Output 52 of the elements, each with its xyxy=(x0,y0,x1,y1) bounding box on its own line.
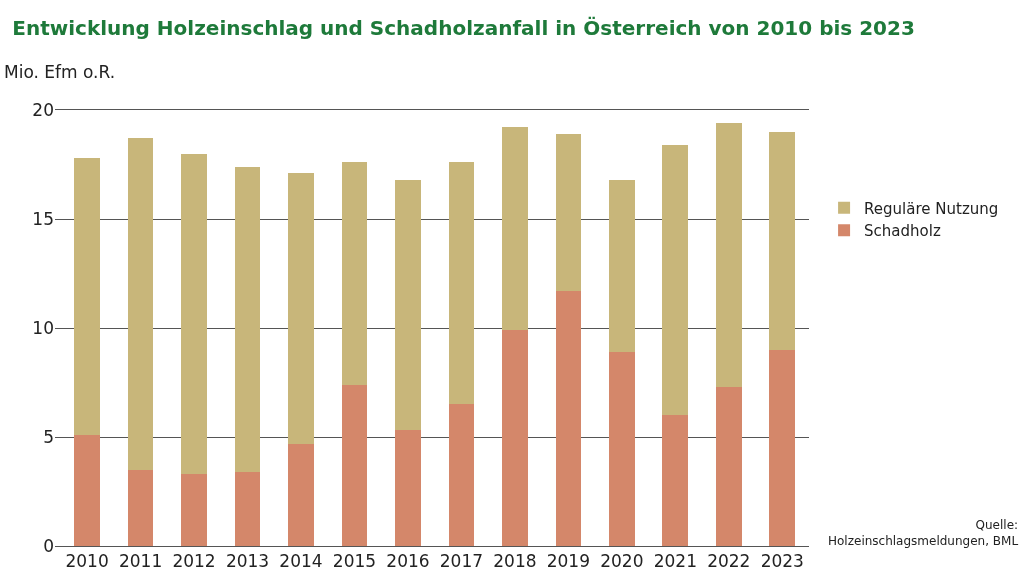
chart-title: Entwicklung Holzeinschlag und Schadholzanfall in Österreich von 2010 bis 2023 xyxy=(12,15,915,40)
bar xyxy=(448,162,475,405)
source-note: Quelle: Holzeinschlagsmeldungen, BML xyxy=(828,518,1019,548)
x-tick-label: 2023 xyxy=(760,551,804,572)
bar xyxy=(662,144,689,416)
bar xyxy=(234,471,261,546)
bar xyxy=(127,469,154,546)
x-tick-label: 2020 xyxy=(600,551,644,572)
bar xyxy=(288,173,314,444)
x-tick-label: 2010 xyxy=(65,551,109,572)
legend-label: Schadholz xyxy=(864,222,941,241)
y-tick-label: 0 xyxy=(43,535,54,556)
bar xyxy=(74,157,100,435)
y-axis-title: Mio. Efm o.R. xyxy=(4,62,116,82)
bar xyxy=(609,179,635,352)
bar xyxy=(448,404,475,546)
bar xyxy=(288,443,314,546)
y-tick-label: 5 xyxy=(43,426,54,447)
x-tick-label: 2014 xyxy=(279,551,323,572)
x-tick-label: 2019 xyxy=(546,551,590,572)
y-tick-label: 20 xyxy=(32,99,54,120)
x-tick-label: 2013 xyxy=(225,551,270,572)
bar xyxy=(662,415,689,546)
bar xyxy=(395,179,421,431)
x-tick-label: 2021 xyxy=(653,551,697,572)
x-tick-label: 2017 xyxy=(439,551,484,572)
bar xyxy=(502,330,528,546)
bar xyxy=(341,162,368,385)
bar xyxy=(181,153,207,475)
x-tick-label: 2018 xyxy=(493,551,537,572)
bar xyxy=(715,386,742,546)
bar xyxy=(555,133,582,291)
bar xyxy=(181,474,207,546)
bar xyxy=(127,138,154,470)
x-tick-label: 2022 xyxy=(707,551,751,572)
bar xyxy=(341,384,368,546)
bar xyxy=(609,351,635,546)
x-tick-label: 2011 xyxy=(118,551,163,572)
y-tick-label: 10 xyxy=(32,317,54,338)
x-tick-label: 2012 xyxy=(172,551,216,572)
x-tick-label: 2015 xyxy=(332,551,377,572)
legend-label: Reguläre Nutzung xyxy=(864,199,999,218)
bar xyxy=(555,290,582,546)
bar xyxy=(502,127,528,331)
y-tick-label: 15 xyxy=(32,208,54,229)
bar xyxy=(74,434,100,546)
bar xyxy=(769,349,796,546)
bar xyxy=(769,131,796,350)
bar xyxy=(715,123,742,387)
x-tick-label: 2016 xyxy=(386,551,430,572)
bar xyxy=(395,430,421,546)
bar xyxy=(234,166,261,472)
